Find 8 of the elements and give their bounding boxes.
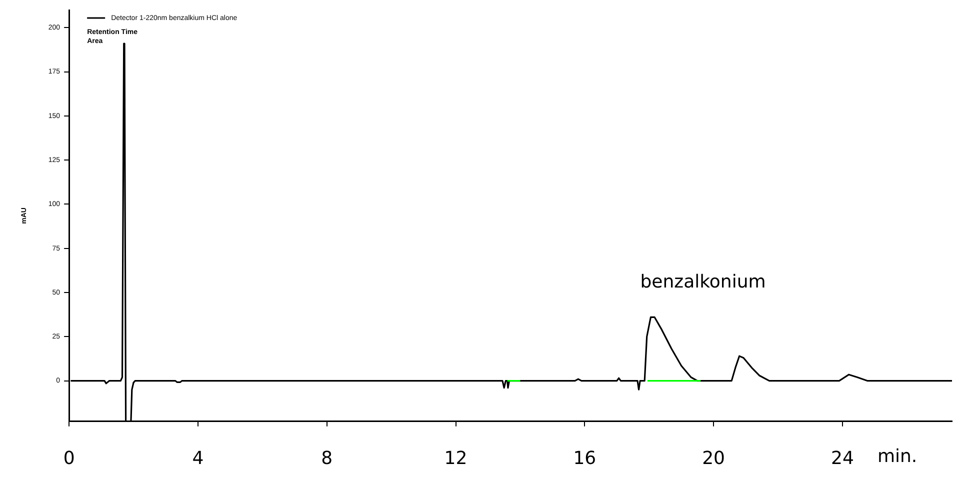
- x-tick-label: 24: [830, 448, 854, 469]
- annotation: benzalkonium: [640, 271, 766, 292]
- x-tick-label: 16: [573, 448, 596, 469]
- x-tick-label: 12: [444, 448, 468, 469]
- x-tick-label: 8: [321, 448, 333, 469]
- x-tick-label: 20: [702, 448, 725, 469]
- x-tick-label: 4: [192, 448, 204, 469]
- x-axis-title: min.: [877, 446, 918, 468]
